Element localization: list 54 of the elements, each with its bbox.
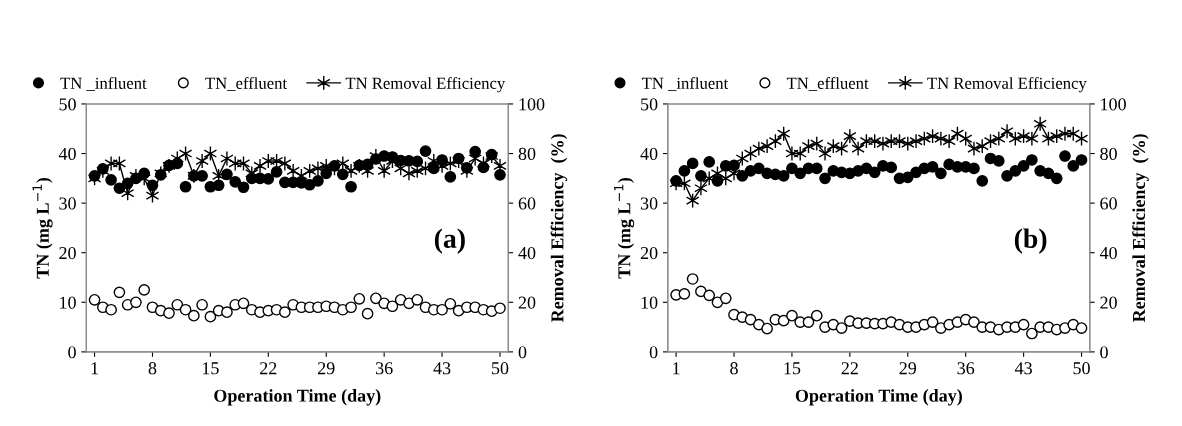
- x-tick-label: 22: [260, 362, 277, 375]
- annotation: (a): [434, 228, 465, 254]
- y2-tick-label: 80: [1100, 147, 1117, 160]
- x-tick-label: 50: [492, 362, 509, 375]
- annotation: (b): [1014, 228, 1047, 254]
- legend-label: TN Removal Efficiency: [345, 76, 506, 93]
- y2-tick-label: 100: [1101, 98, 1126, 111]
- x-tick-label: 36: [957, 362, 975, 375]
- y-tick-label: 0: [649, 346, 658, 359]
- x-tick-label: 43: [433, 362, 451, 375]
- y2-tick-label: 20: [1100, 296, 1117, 309]
- x-axis-title: Operation Time (day): [795, 389, 962, 406]
- x-tick-label: 29: [318, 362, 335, 375]
- y-tick-label: 30: [59, 197, 76, 210]
- x-tick-label: 1: [91, 362, 98, 375]
- x-tick-label: 15: [784, 362, 801, 375]
- legend-label: TN _influent: [641, 76, 729, 91]
- y2-tick-label: 80: [518, 147, 536, 160]
- y-tick-label: 40: [58, 147, 76, 160]
- x-tick-label: 22: [841, 362, 858, 375]
- legend-label: TN_effluent: [786, 76, 869, 91]
- x-tick-label: 36: [375, 362, 393, 375]
- y-tick-label: 10: [60, 296, 76, 309]
- x-tick-label: 1: [673, 362, 680, 375]
- y2-tick-label: 60: [518, 197, 536, 210]
- y-tick-label: 30: [640, 197, 658, 210]
- y2-tick-label: 40: [1099, 246, 1117, 260]
- x-tick-label: 29: [899, 362, 917, 375]
- y-tick-label: 50: [641, 98, 658, 111]
- x-axis-title: Operation Time (day): [214, 389, 381, 406]
- y2-tick-label: 20: [518, 296, 536, 309]
- x-tick-label: 8: [148, 362, 157, 375]
- y2-axis-title: Removal Efficiency (%): [1132, 134, 1149, 323]
- y2-tick-label: 40: [518, 246, 536, 260]
- x-tick-label: 8: [730, 362, 738, 375]
- legend-label: TN Removal Efficiency: [927, 76, 1087, 93]
- legend-label: TN_effluent: [205, 76, 287, 91]
- y2-tick-label: 100: [519, 98, 545, 111]
- y-axis-title: TN (mg L$^{−1}$): [32, 177, 53, 279]
- y-tick-label: 10: [641, 296, 658, 309]
- x-tick-label: 43: [1014, 362, 1032, 375]
- y-axis-title: TN (mg L$^{−1}$): [614, 177, 635, 279]
- x-tick-label: 50: [1073, 362, 1090, 375]
- y-tick-label: 40: [640, 147, 658, 160]
- y-tick-label: 50: [59, 98, 76, 111]
- y2-tick-label: 60: [1100, 197, 1117, 210]
- y-tick-label: 20: [640, 246, 658, 260]
- legend-label: TN _influent: [60, 76, 147, 91]
- y2-tick-label: 0: [1100, 346, 1108, 359]
- y-tick-label: 20: [59, 246, 76, 260]
- y2-axis-title: Removal Efficiency (%): [550, 134, 568, 323]
- x-tick-label: 15: [202, 362, 219, 375]
- y-tick-label: 0: [68, 346, 76, 359]
- y2-tick-label: 0: [518, 346, 527, 359]
